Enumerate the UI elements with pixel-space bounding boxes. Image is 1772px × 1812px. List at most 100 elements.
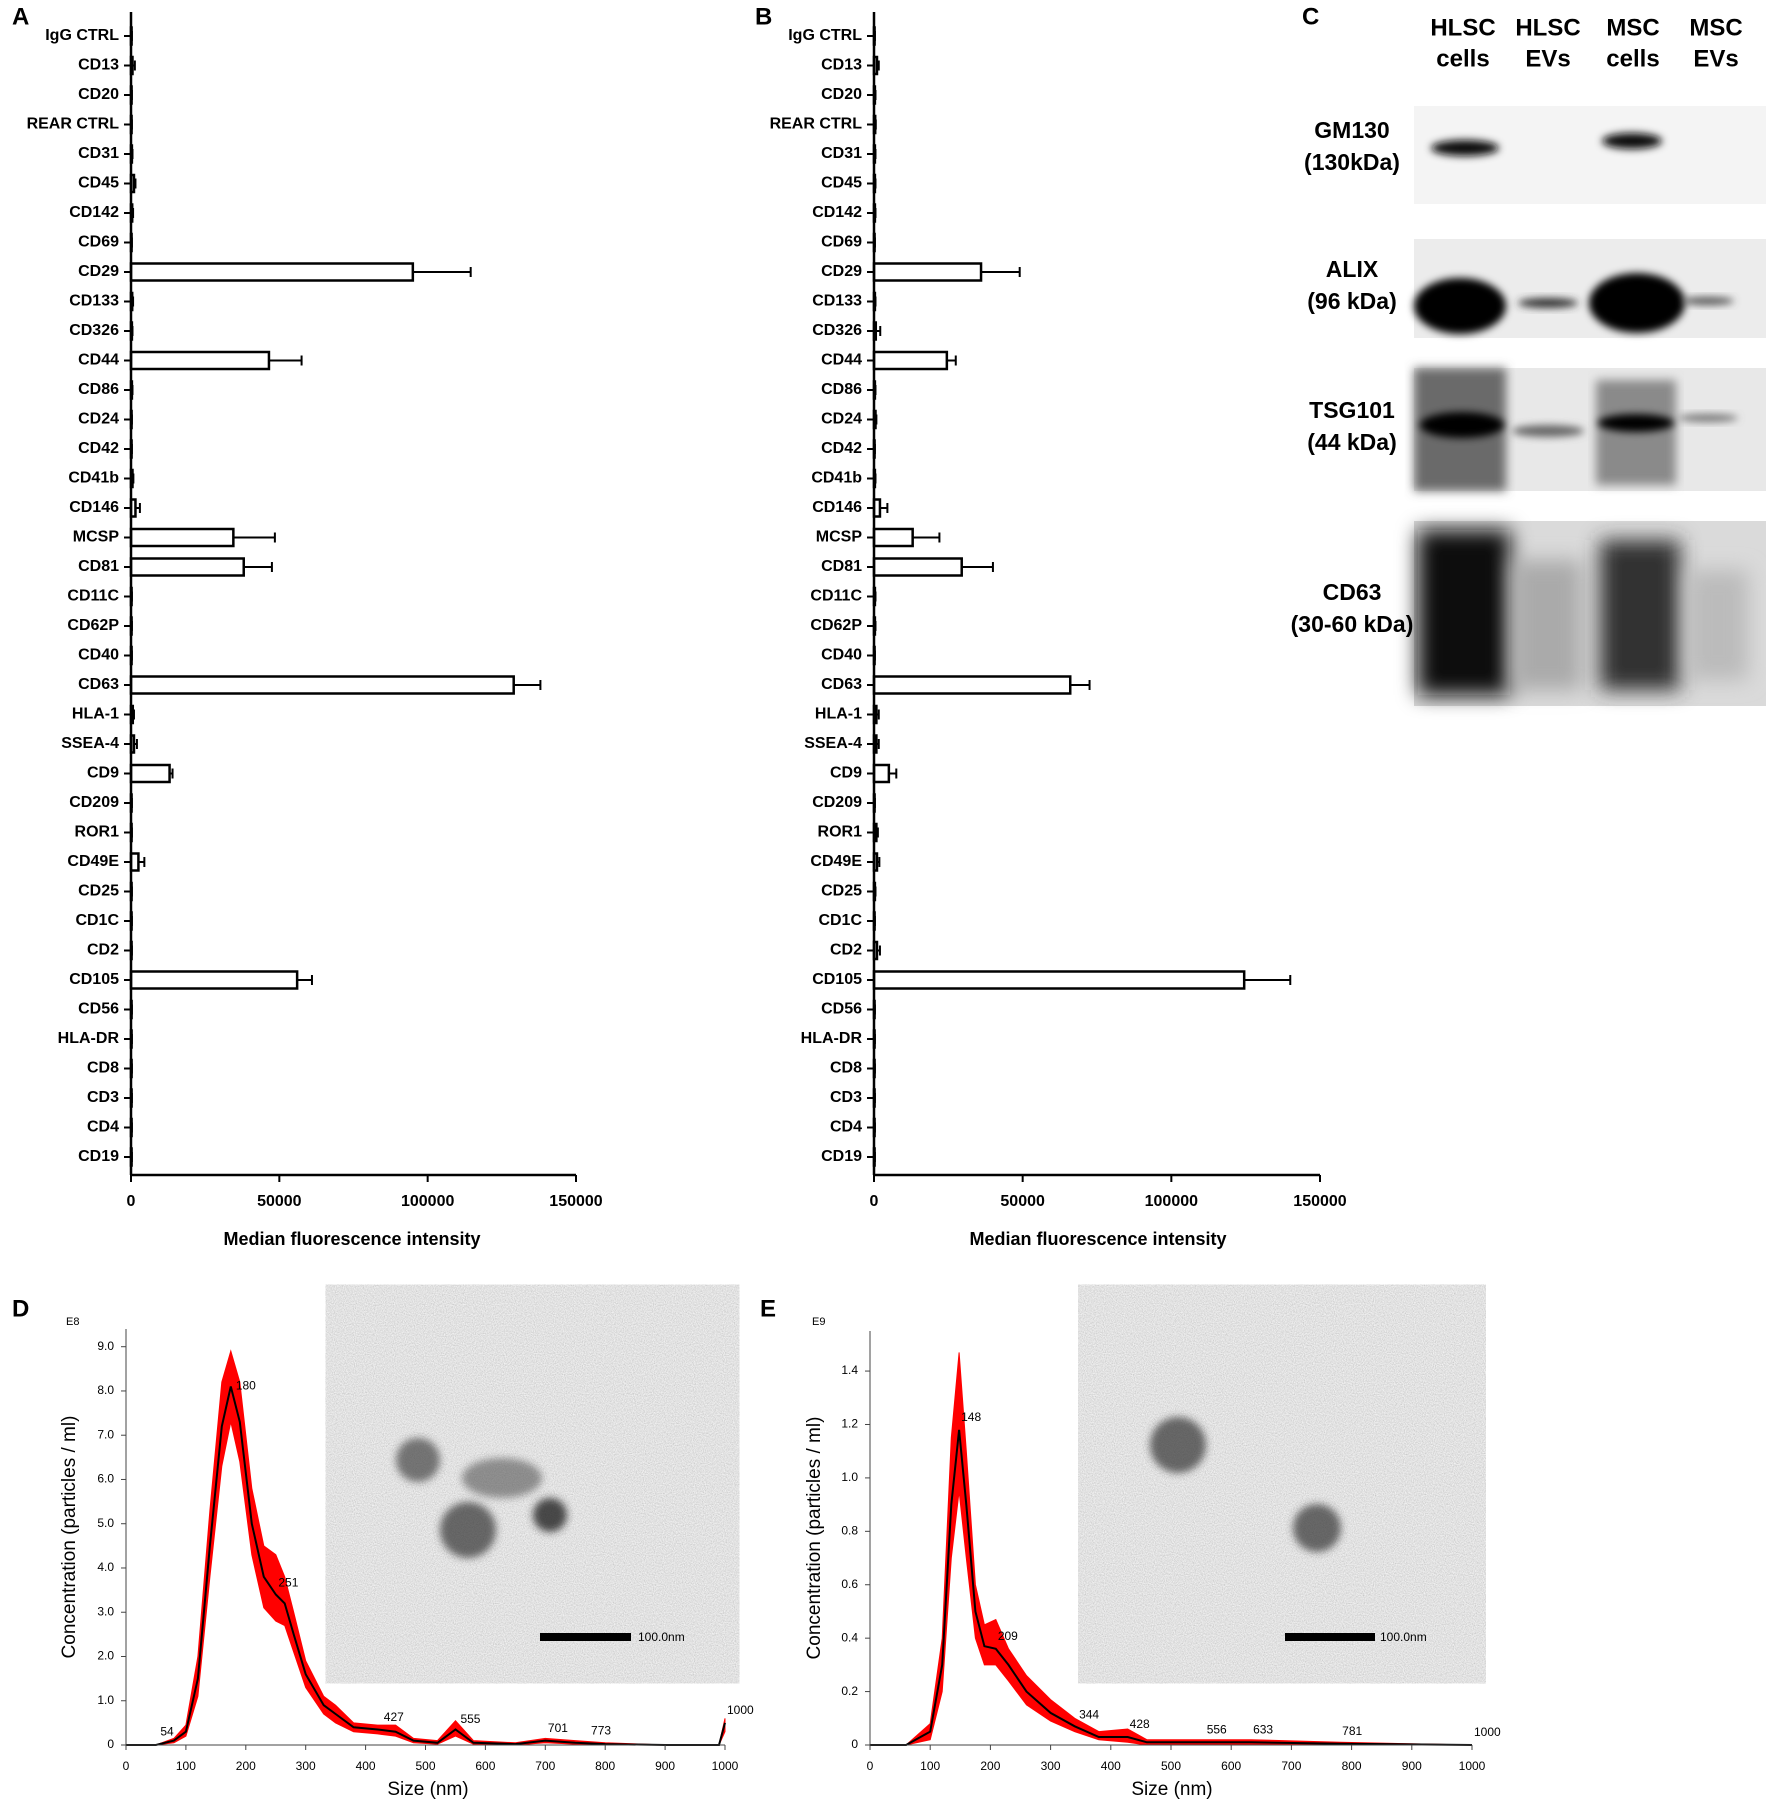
column-header: MSC (1606, 14, 1659, 41)
category-label: CD49E (810, 853, 862, 870)
vesicle (533, 1498, 567, 1532)
bar (129, 350, 271, 371)
vesicle (396, 1438, 440, 1482)
category-label: CD326 (812, 322, 862, 339)
lane-smear (1596, 380, 1676, 485)
series-line (126, 1386, 726, 1746)
x-tick-label: 700 (1281, 1759, 1301, 1773)
category-label: CD69 (821, 234, 862, 251)
x-tick-label: 100 (920, 1759, 940, 1773)
y-tick-label: 0.2 (841, 1684, 858, 1698)
category-label: ROR1 (818, 824, 863, 841)
error-bar (946, 355, 957, 366)
x-axis-title: Size (nm) (1131, 1779, 1212, 1800)
category-label: CD69 (78, 234, 119, 251)
category-label: CD142 (69, 204, 119, 221)
row-label: GM130 (1314, 117, 1389, 143)
y-tick-label: 0 (851, 1737, 858, 1751)
row-label: TSG101 (1309, 397, 1395, 423)
category-label: CD63 (821, 676, 862, 693)
category-label: CD25 (78, 883, 119, 900)
peak-label: 427 (384, 1710, 404, 1724)
peak-label: 701 (548, 1721, 568, 1735)
category-label: CD209 (69, 794, 119, 811)
category-label: CD45 (78, 175, 119, 192)
band (1589, 273, 1685, 333)
error-bar (1244, 975, 1292, 985)
error-bar (135, 503, 141, 513)
x-tick-label: 400 (356, 1759, 376, 1773)
category-label: CD326 (69, 322, 119, 339)
category-label: CD42 (78, 440, 119, 457)
y-tick-label: 8.0 (97, 1383, 114, 1397)
column-header: EVs (1525, 45, 1570, 72)
category-label: CD24 (821, 411, 862, 428)
x-axis-title: Median fluorescence intensity (969, 1229, 1226, 1249)
scale-bar (540, 1633, 631, 1641)
band (1602, 133, 1662, 149)
category-label: CD56 (78, 1001, 119, 1018)
x-tick-label: 600 (1221, 1759, 1241, 1773)
row-label: (96 kDa) (1307, 288, 1396, 314)
x-tick-label: 1000 (1459, 1759, 1486, 1773)
category-label: CD29 (78, 263, 119, 280)
category-label: CD44 (78, 352, 119, 369)
category-label: ROR1 (75, 824, 120, 841)
band (1431, 140, 1499, 156)
panel-label: D (12, 1295, 29, 1322)
scale-bar (1285, 1633, 1375, 1641)
x-tick-label: 600 (475, 1759, 495, 1773)
bar (129, 557, 245, 577)
error-bar (874, 119, 877, 130)
error-bar (875, 414, 878, 425)
category-label: CD25 (821, 883, 862, 900)
peak-label: 251 (278, 1575, 298, 1589)
category-label: CD86 (821, 381, 862, 398)
peak-label: 54 (160, 1725, 174, 1739)
y-axis-title: Concentration (particles / ml) (804, 1417, 825, 1660)
x-tick-label: 0 (127, 1193, 136, 1210)
error-bar (876, 945, 881, 956)
peak-label: 556 (1207, 1723, 1227, 1737)
category-label: CD3 (87, 1089, 119, 1106)
x-tick-label: 300 (1041, 1759, 1061, 1773)
error-bar (876, 709, 880, 720)
category-label: CD133 (812, 293, 862, 310)
error-bar (981, 267, 1021, 277)
error-bar (268, 355, 303, 366)
category-label: REAR CTRL (27, 116, 120, 133)
category-label: CD8 (830, 1060, 862, 1077)
error-bar (876, 60, 880, 71)
axis-exponent: E9 (812, 1316, 825, 1328)
category-label: CD42 (821, 440, 862, 457)
row-label: (30-60 kDa) (1291, 611, 1414, 637)
category-label: HLA-DR (58, 1030, 120, 1047)
y-tick-label: 9.0 (97, 1339, 114, 1353)
peak-label: 773 (591, 1724, 611, 1738)
error-bar (412, 267, 472, 277)
category-label: CD105 (69, 971, 119, 988)
column-header: cells (1606, 45, 1659, 72)
y-tick-label: 6.0 (97, 1472, 114, 1486)
category-label: CD2 (87, 942, 119, 959)
x-tick-label: 700 (535, 1759, 555, 1773)
bar (872, 557, 963, 577)
y-axis-title: Concentration (particles / ml) (59, 1416, 80, 1659)
category-label: CD41b (811, 470, 862, 487)
category-label: HLA-1 (72, 706, 119, 723)
peak-label: 209 (998, 1629, 1018, 1643)
column-header: cells (1436, 45, 1489, 72)
y-tick-label: 4.0 (97, 1560, 114, 1574)
band (1682, 297, 1734, 305)
error-bar (912, 532, 941, 543)
y-tick-label: 7.0 (97, 1427, 114, 1441)
x-tick-label: 900 (1402, 1759, 1422, 1773)
x-tick-label: 0 (870, 1193, 879, 1210)
error-bar (233, 532, 276, 543)
bar (872, 763, 891, 784)
category-label: CD56 (821, 1001, 862, 1018)
error-bar (1070, 680, 1091, 690)
blot-images (1414, 106, 1766, 706)
x-tick-label: 500 (415, 1759, 435, 1773)
panel-label: C (1302, 3, 1319, 30)
